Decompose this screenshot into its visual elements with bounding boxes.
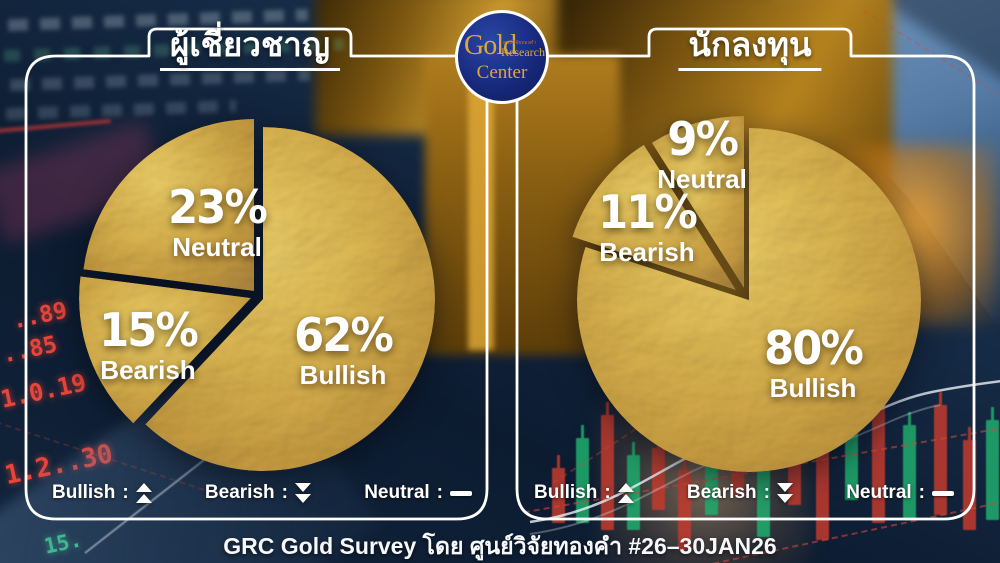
candlestick bbox=[552, 455, 565, 523]
pie1-label-neutral: 23% Neutral bbox=[168, 180, 268, 262]
logo-circle bbox=[455, 10, 549, 104]
pie1-slice-neutral bbox=[83, 119, 255, 291]
logo-word-gold: Gold bbox=[464, 30, 517, 61]
gold-bar-highlight bbox=[468, 80, 494, 350]
dash-icon bbox=[932, 490, 954, 496]
panel-title-investors: นักลงทุน bbox=[678, 26, 822, 72]
candlestick bbox=[678, 457, 691, 550]
double-down-triangle-icon bbox=[294, 483, 311, 503]
legend-item-bullish: Bullish: bbox=[534, 482, 634, 504]
panel-title-experts: ผู้เชี่ยวชาญ bbox=[160, 26, 340, 72]
pie1-label-bearish: 15% Bearish bbox=[99, 303, 199, 385]
pie2-label-neutral: 9% Neutral bbox=[657, 112, 747, 194]
legend-item-neutral: Neutral: bbox=[846, 482, 954, 504]
survey-caption: GRC Gold Survey โดย ศูนย์วิจัยทองคำ #26–… bbox=[223, 533, 777, 559]
dash-icon bbox=[450, 490, 472, 496]
pie1-label-bullish: 62% Bullish bbox=[294, 308, 394, 390]
pie2-label-bearish: 11% Bearish bbox=[598, 185, 698, 267]
logo-word-center: Center bbox=[476, 62, 528, 83]
pie2-slice-bullish bbox=[576, 128, 921, 472]
double-up-triangle-icon bbox=[617, 483, 634, 503]
candlestick bbox=[576, 425, 589, 523]
pie1-slice-bearish bbox=[79, 276, 251, 424]
pie2-slice-bearish bbox=[572, 144, 736, 290]
legend-item-bearish: Bearish: bbox=[687, 482, 793, 504]
logo-thai-text: ศูนย์วิจัยทองคำ bbox=[503, 41, 537, 46]
candlestick bbox=[627, 442, 640, 530]
legend-right-panel: Bullish: Bearish: Neutral: bbox=[534, 477, 954, 509]
legend-item-bearish: Bearish: bbox=[205, 482, 311, 504]
grc-logo: Gold ศูนย์วิจัยทองคำ Research Center bbox=[455, 10, 549, 104]
panel-left-border bbox=[24, 27, 489, 521]
double-up-triangle-icon bbox=[135, 483, 152, 503]
candlestick bbox=[903, 412, 916, 520]
legend-item-bullish: Bullish: bbox=[52, 482, 152, 504]
panel-right-border bbox=[515, 27, 976, 521]
legend-item-neutral: Neutral: bbox=[364, 482, 472, 504]
legend-left-panel: Bullish: Bearish: Neutral: bbox=[52, 477, 472, 509]
candlestick bbox=[986, 407, 999, 520]
double-down-triangle-icon bbox=[776, 483, 793, 503]
pie1-slice-bullish bbox=[145, 126, 436, 471]
pie2-slice-neutral bbox=[651, 116, 744, 288]
pie2-label-bullish: 80% Bullish bbox=[764, 321, 864, 403]
logo-word-research: Research bbox=[501, 45, 545, 59]
candlestick bbox=[934, 392, 947, 515]
